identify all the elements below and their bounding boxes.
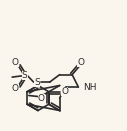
Text: O: O xyxy=(77,58,84,67)
Text: O: O xyxy=(38,94,45,103)
Text: O: O xyxy=(12,84,19,93)
Text: S: S xyxy=(34,78,40,87)
Text: NH: NH xyxy=(83,83,97,92)
Text: O: O xyxy=(61,87,68,96)
Text: O: O xyxy=(12,58,19,67)
Text: S: S xyxy=(22,71,28,80)
